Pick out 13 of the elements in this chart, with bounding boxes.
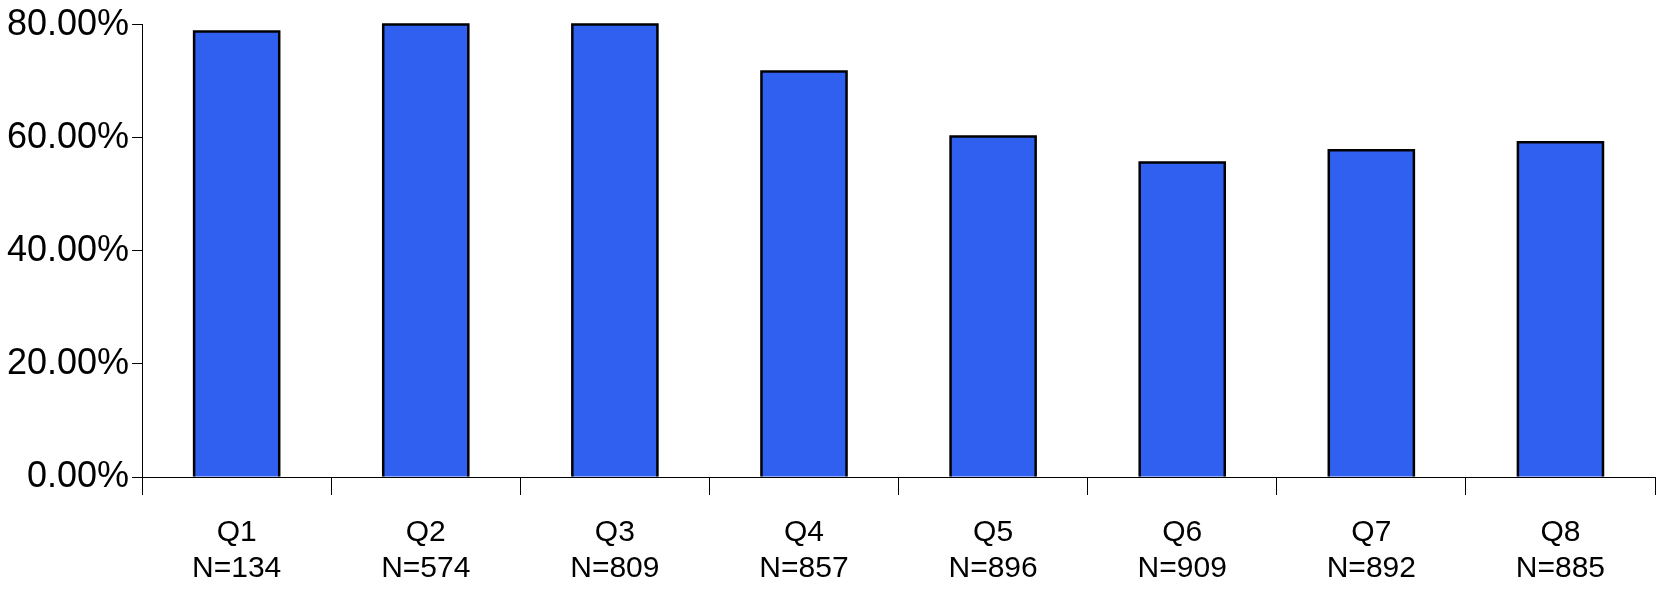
y-tick-label: 80.00% [6,1,130,43]
y-tick-label: 20.00% [6,340,130,382]
y-tick-label: 0.00% [27,453,130,495]
x-tick-label: Q6 N=909 [1137,514,1227,584]
x-tick-label: Q1 N=134 [192,514,282,584]
x-tick-label: Q5 N=896 [948,514,1038,584]
x-tick-label: Q7 N=892 [1326,514,1416,584]
x-tick-label: Q8 N=885 [1515,514,1606,584]
x-tick-label: Q2 N=574 [381,514,471,584]
x-tick-label: Q4 N=857 [759,514,849,584]
x-tick-label: Q3 N=809 [570,514,660,584]
y-tick-label: 40.00% [6,227,130,269]
y-tick-label: 60.00% [6,114,130,156]
